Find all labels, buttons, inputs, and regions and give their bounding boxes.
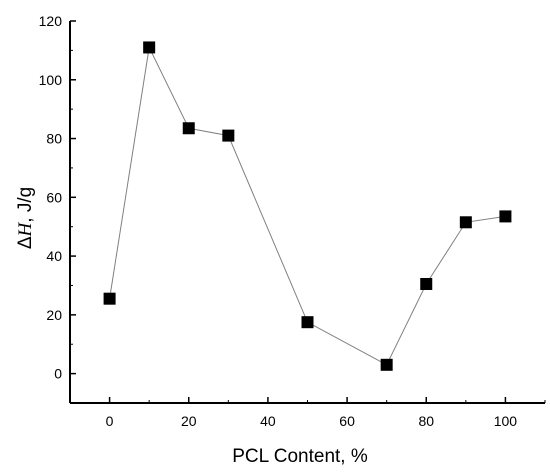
x-tick-label: 60 <box>339 413 355 429</box>
y-axis-title: ΔH, J/g <box>15 187 36 249</box>
y-tick-label: 40 <box>46 248 62 264</box>
y-tick-label: 120 <box>39 13 63 29</box>
data-point <box>143 41 156 54</box>
y-axis-title-variable: H <box>15 221 36 237</box>
y-tick-label: 100 <box>39 72 63 88</box>
x-tick-label: 100 <box>494 413 518 429</box>
x-tick-label: 80 <box>418 413 434 429</box>
y-tick-label: 60 <box>46 189 62 205</box>
x-axis-title: PCL Content, % <box>232 446 368 467</box>
x-tick-label: 40 <box>260 413 276 429</box>
data-point <box>301 316 314 329</box>
x-ticks: 0 20 40 60 80 100 <box>69 397 546 429</box>
y-tick-label: 0 <box>54 366 62 382</box>
y-tick-label: 20 <box>46 307 62 323</box>
x-tick-label: 0 <box>106 413 114 429</box>
data-point <box>182 122 195 135</box>
plot-frame <box>69 21 545 404</box>
series-points <box>103 41 512 371</box>
data-point <box>499 210 512 223</box>
data-point <box>420 277 433 290</box>
y-ticks: 0 20 40 60 80 100 120 <box>39 13 76 404</box>
y-axis-title-unit: , J/g <box>15 187 36 223</box>
y-tick-label: 80 <box>46 131 62 147</box>
data-point <box>222 129 235 142</box>
y-axis-title-delta: Δ <box>15 236 36 249</box>
data-point <box>380 358 393 371</box>
x-tick-label: 20 <box>181 413 197 429</box>
data-point <box>459 216 472 229</box>
data-point <box>103 292 116 305</box>
